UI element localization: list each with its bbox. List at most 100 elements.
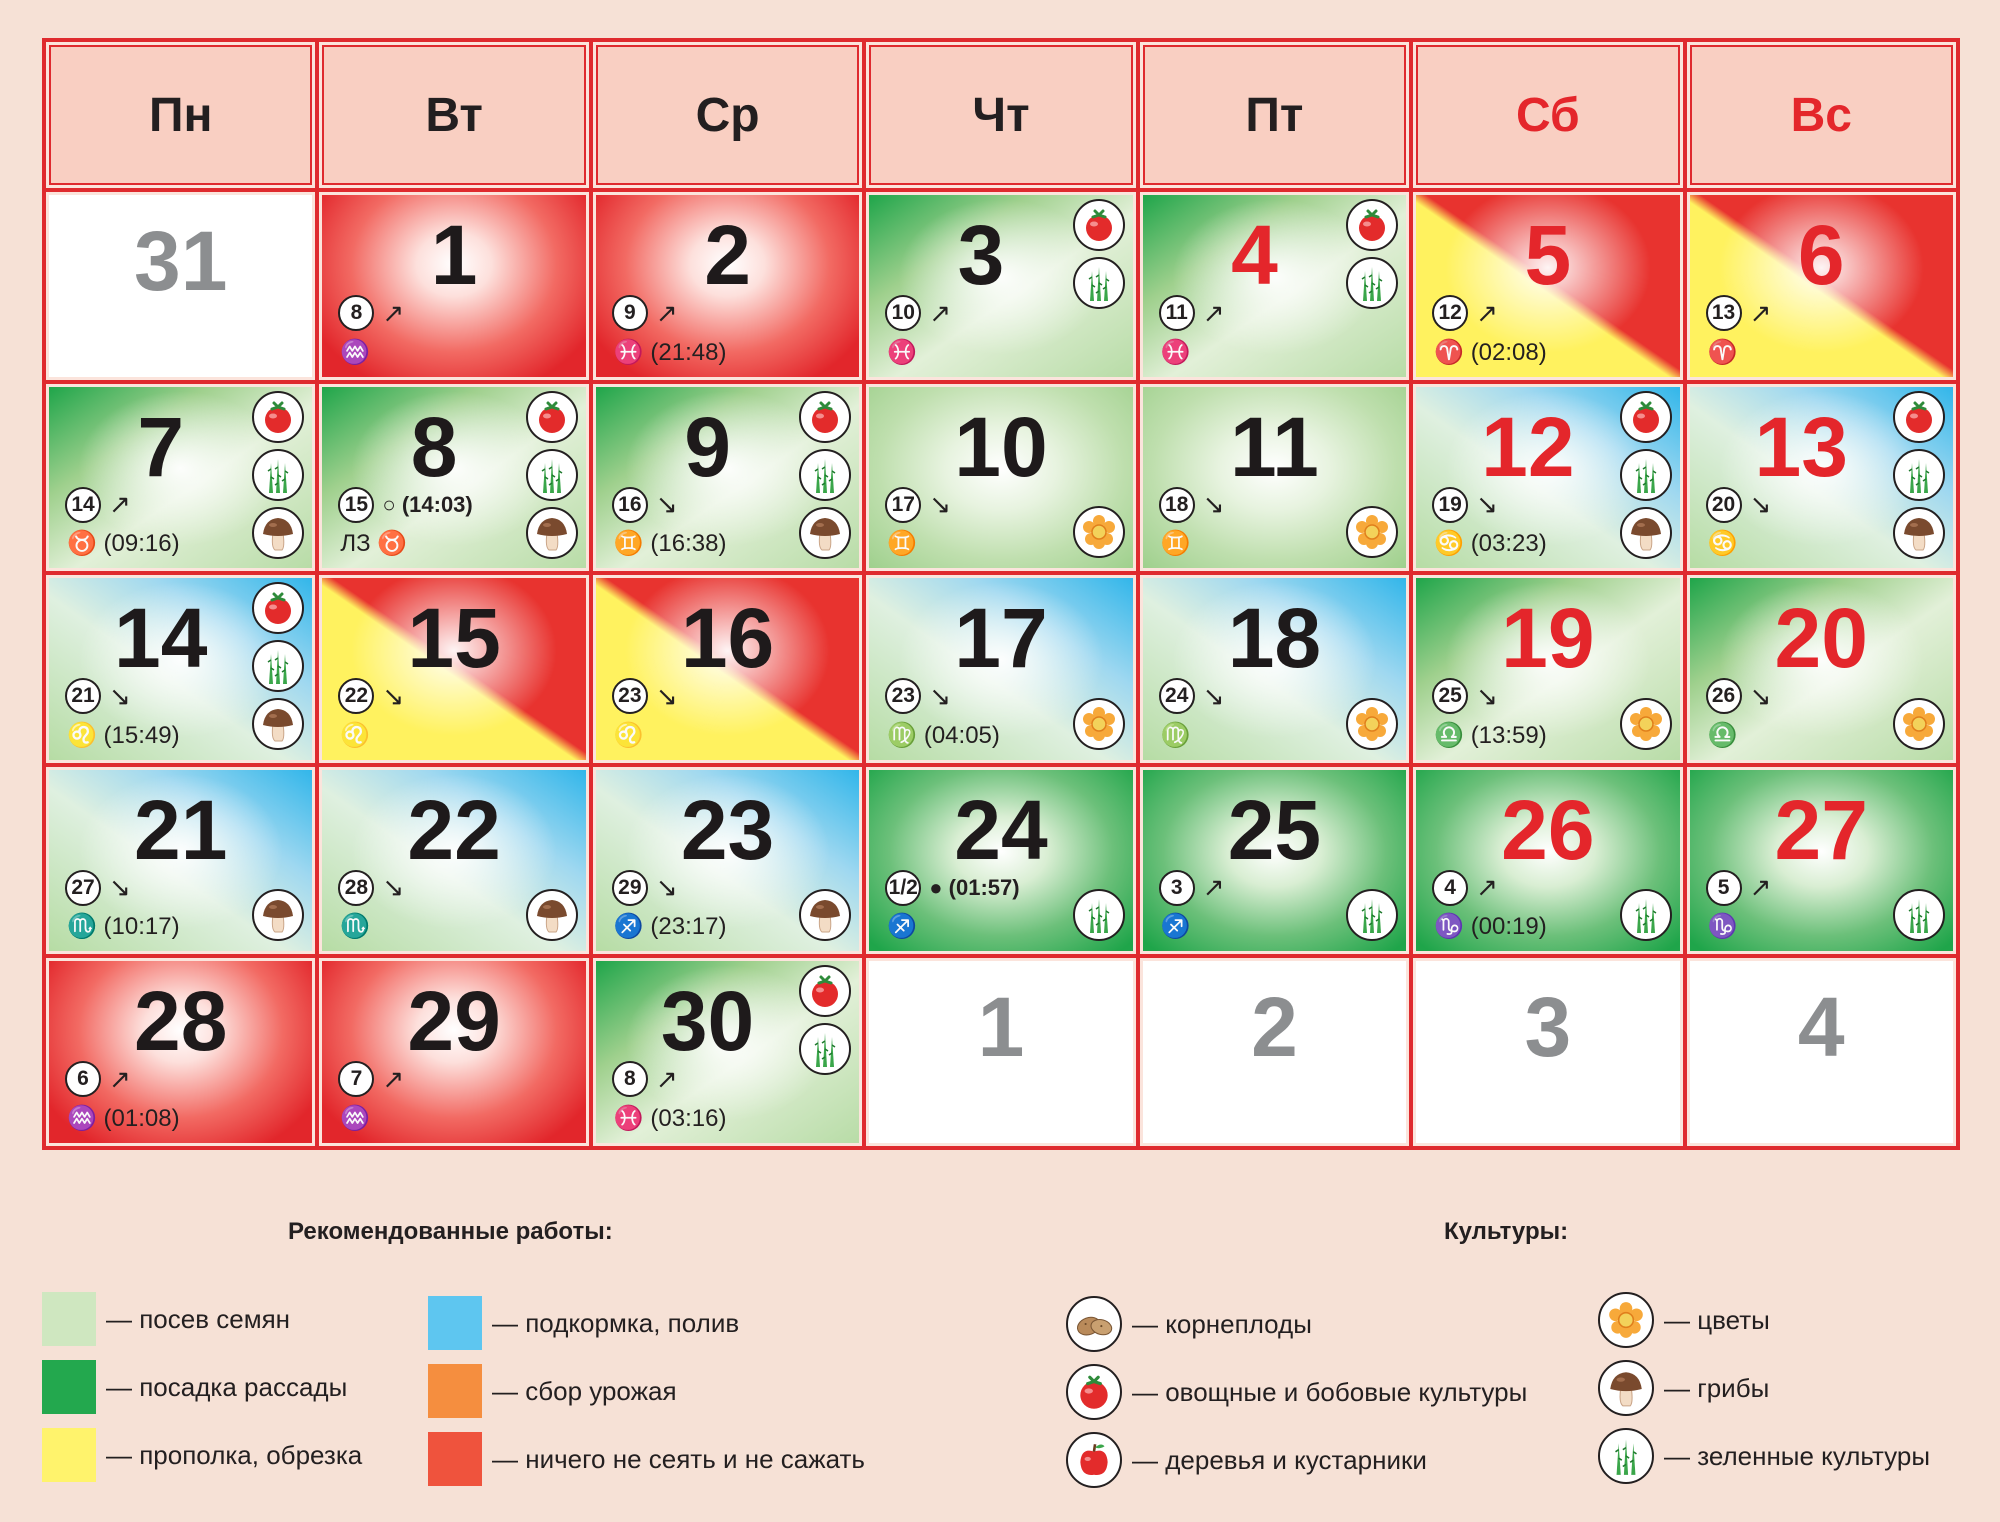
moon-day-info: 7 ↗ [338,1061,404,1098]
day-cell[interactable]: 27 5 ↗ ♑ [1686,766,1956,955]
mushroom-icon [252,698,305,751]
moon-trend-arrow-icon: ↘ [1202,489,1225,520]
day-cell[interactable]: 26 4 ↗ ♑ (00:19) [1413,766,1683,955]
day-cell[interactable]: 23 29 ↘ ♐ (23:17) [592,766,863,955]
day-cell[interactable]: 2 9 ↗ ♓ (21:48) [592,192,863,380]
zodiac-sign: ♈ [1707,338,1738,366]
moon-trend-arrow-icon: ↘ [1749,680,1772,711]
day-cell[interactable]: 4 11 ↗ ♓ [1139,192,1410,380]
day-cell[interactable]: 20 26 ↘ ♎ [1686,575,1956,763]
moon-day-info: 5 ↗ [1705,869,1771,906]
day-number: 12 [1481,399,1575,494]
day-cell-other-month[interactable]: 3 [1413,958,1683,1146]
crop-icons [799,889,852,942]
day-cell[interactable]: 5 12 ↗ ♈ (02:08) [1413,192,1683,380]
day-number: 4 [1231,208,1278,302]
day-cell[interactable]: 28 6 ↗ ♒ (01:08) [46,958,316,1146]
potato-icon [1066,1296,1122,1352]
day-cell[interactable]: 6 13 ↗ ♈ [1686,192,1956,380]
zodiac-sign: ♌ (15:49) [67,721,180,749]
lunar-calendar-grid: Пн Вт Ср Чт Пт Сб Вс 31 1 8 ↗ ♒ 2 9 ↗ ♓ (21:48) 3 10 ↗ ♓ 4 11… [42,38,1960,1150]
moon-day-number: 9 [611,295,648,331]
day-cell[interactable]: 9 16 ↘ ♊ (16:38) [592,383,863,572]
day-cell[interactable]: 7 14 ↗ ♉ (09:16) [46,383,316,572]
day-cell[interactable]: 3 10 ↗ ♓ [866,192,1136,380]
day-number: 27 [1774,782,1868,877]
color-swatch [428,1296,482,1350]
day-number: 16 [680,591,775,686]
moon-day-number: 6 [65,1061,101,1098]
day-cell-other-month[interactable]: 31 [46,192,316,380]
day-cell-other-month[interactable]: 2 [1139,958,1410,1146]
flower-icon [1072,506,1125,559]
moon-day-info: 4 ↗ [1432,869,1498,906]
weekday-header: Ср [592,42,863,188]
day-cell-other-month[interactable]: 4 [1686,958,1956,1146]
day-cell[interactable]: 8 15 ○ (14:03) ЛЗ ♉ [319,383,589,572]
day-cell[interactable]: 25 3 ↗ ♐ [1139,766,1410,955]
day-cell[interactable]: 13 20 ↘ ♋ [1686,383,1956,572]
tomato-icon [525,390,578,443]
moon-day-info: 23 ↘ [885,678,951,715]
moon-day-number: 23 [885,678,922,715]
moon-trend-arrow-icon: ↘ [655,680,678,711]
day-cell[interactable]: 19 25 ↘ ♎ (13:59) [1413,575,1683,763]
moon-day-number: 28 [338,869,375,906]
weekday-header: Пт [1139,42,1410,188]
flower-icon [1346,506,1399,559]
mushroom-icon [252,506,305,559]
day-cell[interactable]: 29 7 ↗ ♒ [319,958,589,1146]
moon-day-number: 8 [611,1061,648,1098]
day-cell[interactable]: 22 28 ↘ ♏ [319,766,589,955]
crop-legend-label: — деревья и кустарники [1132,1444,1427,1475]
tomato-icon [1346,199,1399,251]
day-cell[interactable]: 24 1/2 ● (01:57) ♐ [866,766,1136,955]
zodiac-sign: ♋ [1707,530,1738,558]
crop-icons [1346,697,1399,750]
moon-day-number: 11 [1158,295,1195,331]
moon-day-number: 17 [885,486,922,523]
zodiac-sign: ♋ (03:23) [1434,530,1547,558]
crop-icons [1892,390,1945,559]
moon-trend-arrow-icon: ↘ [1476,489,1498,520]
crop-icons [1072,889,1125,942]
moon-day-info: 18 ↘ [1158,486,1225,523]
day-cell[interactable]: 18 24 ↘ ♍ [1139,575,1410,763]
day-number: 22 [407,782,501,877]
moon-day-number: 8 [338,295,375,331]
mushroom-icon [525,506,578,559]
zodiac-sign: ♑ (00:19) [1434,913,1547,941]
day-cell[interactable]: 15 22 ↘ ♌ [319,575,589,763]
crop-icons [525,390,578,559]
day-cell[interactable]: 1 8 ↗ ♒ [319,192,589,380]
day-cell[interactable]: 17 23 ↘ ♍ (04:05) [866,575,1136,763]
moon-day-info: 26 ↘ [1705,678,1772,715]
flower-icon [1892,697,1945,750]
day-number: 8 [410,399,458,494]
day-cell[interactable]: 11 18 ↘ ♊ [1139,383,1410,572]
crop-legend-label: — овощные и бобовые культуры [1132,1376,1528,1407]
moon-trend-arrow-icon: ↘ [929,489,952,520]
moon-trend-arrow-icon: ↘ [655,489,678,520]
crop-icons [1619,697,1672,750]
zodiac-sign: ♎ [1707,721,1738,749]
day-cell[interactable]: 16 23 ↘ ♌ [592,575,863,763]
day-number: 3 [1524,980,1572,1075]
day-number: 21 [133,782,228,877]
day-cell-other-month[interactable]: 1 [866,958,1136,1146]
tomato-icon [1892,390,1945,443]
moon-day-number: 19 [1432,486,1469,523]
mushroom-icon [799,506,852,559]
day-cell[interactable]: 30 8 ↗ ♓ (03:16) [592,958,863,1146]
day-cell[interactable]: 21 27 ↘ ♏ (10:17) [46,766,316,955]
day-cell[interactable]: 14 21 ↘ ♌ (15:49) [46,575,316,763]
weekday-header: Пн [46,42,316,188]
moon-trend-arrow-icon: ↗ [382,297,405,328]
day-cell[interactable]: 10 17 ↘ ♊ [866,383,1136,572]
day-cell[interactable]: 12 19 ↘ ♋ (03:23) [1413,383,1683,572]
day-number: 6 [1797,208,1845,302]
moon-day-info: 25 ↘ [1432,678,1498,715]
work-legend-item: — прополка, обрезка [42,1428,362,1482]
moon-trend-arrow-icon: ↘ [1202,680,1225,711]
work-legend-label: — сбор урожая [492,1375,677,1406]
